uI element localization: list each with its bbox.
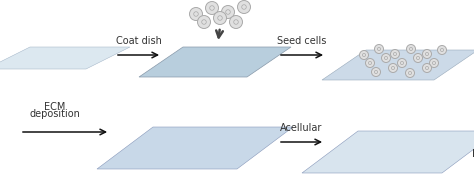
Circle shape xyxy=(374,44,383,53)
Circle shape xyxy=(213,12,227,25)
Polygon shape xyxy=(97,127,293,169)
Circle shape xyxy=(365,58,374,67)
Circle shape xyxy=(422,50,431,58)
Text: deposition: deposition xyxy=(29,109,81,119)
Circle shape xyxy=(389,64,398,73)
Circle shape xyxy=(391,50,400,58)
Circle shape xyxy=(229,15,243,28)
Circle shape xyxy=(237,1,250,13)
Polygon shape xyxy=(0,47,130,69)
Circle shape xyxy=(413,53,422,63)
Text: Seed cells: Seed cells xyxy=(277,36,327,46)
Polygon shape xyxy=(322,50,474,80)
Circle shape xyxy=(198,15,210,28)
Circle shape xyxy=(407,44,416,53)
Text: Acellular: Acellular xyxy=(280,123,323,133)
Circle shape xyxy=(438,45,447,54)
Text: Coat dish: Coat dish xyxy=(116,36,162,46)
Text: ECM: ECM xyxy=(472,149,474,159)
Circle shape xyxy=(429,58,438,67)
Circle shape xyxy=(359,51,368,59)
Circle shape xyxy=(206,2,219,14)
Circle shape xyxy=(398,58,407,67)
Polygon shape xyxy=(139,47,291,77)
Circle shape xyxy=(372,67,381,76)
Circle shape xyxy=(405,68,414,77)
Polygon shape xyxy=(302,131,474,173)
Circle shape xyxy=(422,64,431,73)
Circle shape xyxy=(382,53,391,63)
Text: ECM: ECM xyxy=(44,102,66,112)
Circle shape xyxy=(190,7,202,20)
Circle shape xyxy=(221,5,235,19)
